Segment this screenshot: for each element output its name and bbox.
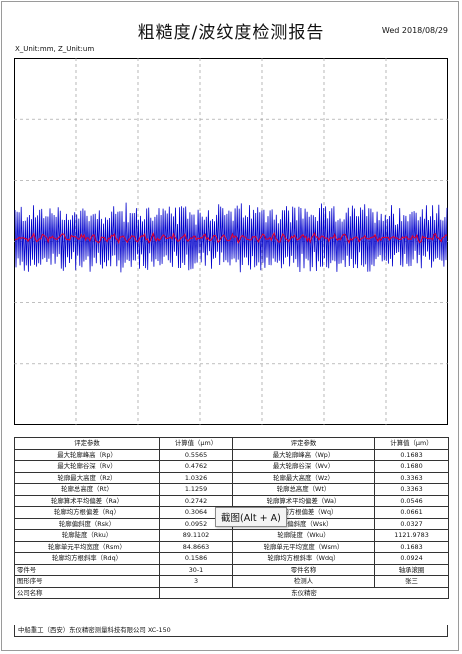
info-label: 零件号 bbox=[14, 563, 160, 576]
parameter-value: 0.0327 bbox=[374, 517, 449, 530]
parameter-name: 轮廓算术平均偏差（Ra） bbox=[14, 494, 160, 507]
info-value: 3 bbox=[159, 575, 233, 588]
table-row: 轮廓均方根偏差（Rq） 0.3064 轮廓均方根偏差（Wq） 0.0661 bbox=[14, 506, 449, 519]
parameter-value: 0.1680 bbox=[374, 460, 449, 473]
parameter-name: 轮廓陡度（Rku） bbox=[14, 529, 160, 542]
profile-chart bbox=[14, 58, 448, 425]
table-row: 最大轮廓峰高（Rp） 0.5565 最大轮廓峰高（Wp） 0.1683 bbox=[14, 448, 449, 461]
info-row: 图形序号 3 检测人 张三 bbox=[14, 575, 449, 588]
parameter-name: 轮廓最大高度（Rz） bbox=[14, 471, 160, 484]
report-title: 粗糙度/波纹度检测报告 bbox=[137, 23, 325, 43]
company-value: 东仪精密 bbox=[159, 586, 449, 599]
parameter-value: 0.3363 bbox=[374, 471, 449, 484]
info-value: 张三 bbox=[374, 575, 449, 588]
parameter-name: 轮廓总高度（Rt） bbox=[14, 483, 160, 496]
parameter-name: 最大轮廓峰高（Rp） bbox=[14, 448, 160, 461]
parameter-value: 0.5565 bbox=[159, 448, 233, 461]
parameter-name: 最大轮廓峰高（Wp） bbox=[232, 448, 375, 461]
table-row: 轮廓陡度（Rku） 89.1102 轮廓陡度（Wku） 1121.9783 bbox=[14, 529, 449, 542]
parameter-name: 轮廓单元平均宽度（Wsm） bbox=[232, 540, 375, 553]
parameter-name: 轮廓最大高度（Wz） bbox=[232, 471, 375, 484]
parameter-value: 0.0546 bbox=[374, 494, 449, 507]
table-header-cell: 计算值（μm） bbox=[159, 437, 233, 450]
parameter-name: 轮廓总高度（Wt） bbox=[232, 483, 375, 496]
parameter-name: 轮廓均方根斜率（Wdq） bbox=[232, 552, 375, 565]
parameter-value: 1121.9783 bbox=[374, 529, 449, 542]
parameter-value: 0.1683 bbox=[374, 540, 449, 553]
parameter-value: 0.0661 bbox=[374, 506, 449, 519]
chart-grid bbox=[14, 58, 448, 425]
table-row: 轮廓总高度（Rt） 1.1259 轮廓总高度（Wt） 0.3363 bbox=[14, 483, 449, 496]
table-row: 轮廓单元平均宽度（Rsm） 84.8663 轮廓单元平均宽度（Wsm） 0.1683 bbox=[14, 540, 449, 553]
parameter-value: 0.3363 bbox=[374, 483, 449, 496]
series-roughness-profile bbox=[14, 202, 448, 273]
parameter-name: 轮廓均方根偏差（Rq） bbox=[14, 506, 160, 519]
info-label: 图形序号 bbox=[14, 575, 160, 588]
parameter-name: 轮廓算术平均偏差（Wa） bbox=[232, 494, 375, 507]
parameter-table: 评定参数 计算值（μm） 评定参数 计算值（μm） 最大轮廓峰高（Rp） 0.5565 最大… bbox=[14, 437, 449, 599]
parameter-value: 84.8663 bbox=[159, 540, 233, 553]
report-date: Wed 2018/08/29 bbox=[381, 26, 448, 35]
table-header-row: 评定参数 计算值（μm） 评定参数 计算值（μm） bbox=[14, 437, 449, 450]
parameter-value: 1.1259 bbox=[159, 483, 233, 496]
parameter-name: 最大轮廓谷深（Wv） bbox=[232, 460, 375, 473]
table-header-cell: 评定参数 bbox=[232, 437, 375, 450]
info-value: 轴承滚圈 bbox=[374, 563, 449, 576]
parameter-name: 轮廓陡度（Wku） bbox=[232, 529, 375, 542]
parameter-value: 89.1102 bbox=[159, 529, 233, 542]
info-label: 检测人 bbox=[232, 575, 375, 588]
table-row: 轮廓最大高度（Rz） 1.0326 轮廓最大高度（Wz） 0.3363 bbox=[14, 471, 449, 484]
table-row: 最大轮廓谷深（Rv） 0.4762 最大轮廓谷深（Wv） 0.1680 bbox=[14, 460, 449, 473]
series-mean-line bbox=[14, 231, 448, 245]
parameter-name: 最大轮廓谷深（Rv） bbox=[14, 460, 160, 473]
parameter-value: 0.1586 bbox=[159, 552, 233, 565]
footer-company: 中船重工（西安）东仪精密测量科技有限公司 XC-150 bbox=[14, 625, 448, 637]
company-label: 公司名称 bbox=[14, 586, 160, 599]
table-row: 轮廓算术平均偏差（Ra） 0.2742 轮廓算术平均偏差（Wa） 0.0546 bbox=[14, 494, 449, 507]
table-row: 轮廓均方根斜率（Rdq） 0.1586 轮廓均方根斜率（Wdq） 0.0924 bbox=[14, 552, 449, 565]
axis-units-label: X_Unit:mm, Z_Unit:um bbox=[15, 45, 95, 53]
parameter-name: 轮廓偏斜度（Rsk） bbox=[14, 517, 160, 530]
parameter-value: 1.0326 bbox=[159, 471, 233, 484]
parameter-value: 0.0924 bbox=[374, 552, 449, 565]
parameter-name: 轮廓单元平均宽度（Rsm） bbox=[14, 540, 160, 553]
parameter-value: 0.1683 bbox=[374, 448, 449, 461]
parameter-value: 0.4762 bbox=[159, 460, 233, 473]
parameter-value: 0.2742 bbox=[159, 494, 233, 507]
company-row: 公司名称 东仪精密 bbox=[14, 586, 449, 599]
info-row: 零件号 30-1 零件名称 轴承滚圈 bbox=[14, 563, 449, 576]
info-label: 零件名称 bbox=[232, 563, 375, 576]
parameter-name: 轮廓均方根斜率（Rdq） bbox=[14, 552, 160, 565]
table-header-cell: 评定参数 bbox=[14, 437, 160, 450]
table-row: 轮廓偏斜度（Rsk） 0.0952 轮廓偏斜度（Wsk） 0.0327 bbox=[14, 517, 449, 530]
table-header-cell: 计算值（μm） bbox=[374, 437, 449, 450]
screenshot-tooltip: 截图(Alt + A) bbox=[215, 507, 287, 527]
info-value: 30-1 bbox=[159, 563, 233, 576]
